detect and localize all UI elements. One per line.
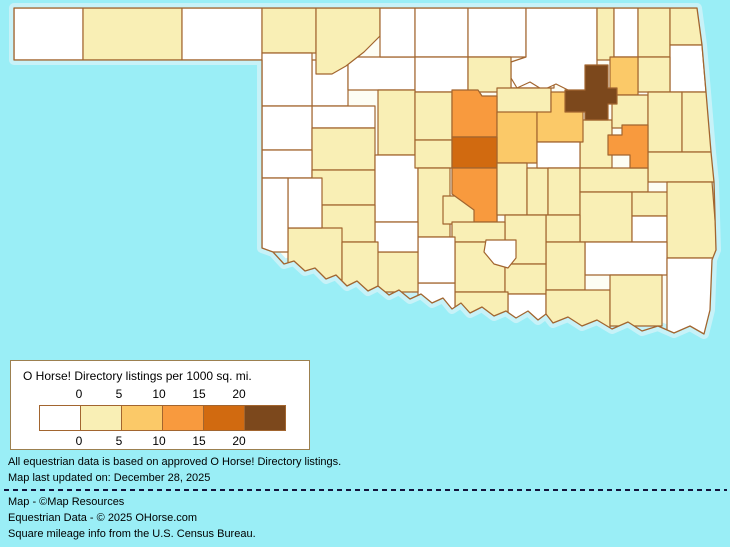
county-region	[607, 124, 649, 169]
county-region	[547, 167, 581, 216]
county-region	[451, 136, 498, 169]
county-region	[451, 89, 498, 138]
county-region	[261, 105, 313, 151]
legend-swatch	[39, 405, 81, 431]
county-region	[596, 8, 615, 61]
county-region	[647, 91, 683, 153]
county-region	[311, 105, 376, 129]
county-region	[545, 214, 581, 243]
county-region	[669, 44, 707, 93]
county-region	[374, 221, 419, 253]
legend-swatch	[203, 405, 245, 431]
legend-tick-label: 20	[232, 434, 246, 448]
county-region	[637, 8, 671, 58]
legend-swatch	[121, 405, 163, 431]
legend-swatch	[244, 405, 286, 431]
county-region	[579, 167, 649, 193]
county-region	[666, 181, 716, 259]
county-region	[347, 56, 416, 91]
county-region	[377, 89, 416, 156]
county-region	[467, 56, 512, 93]
county-region	[647, 151, 716, 183]
census-credit: Square mileage info from the U.S. Census…	[8, 528, 256, 540]
county-region	[526, 167, 549, 216]
county-region	[496, 111, 538, 164]
county-region	[261, 52, 313, 107]
last-updated-note: Map last updated on: December 28, 2025	[8, 472, 211, 484]
legend-tick-label: 15	[192, 387, 206, 401]
state-border-layer	[13, 7, 717, 335]
county-region	[417, 236, 456, 284]
legend-tick-label: 20	[232, 387, 246, 401]
legend-tick-label: 0	[75, 387, 83, 401]
county-region	[584, 241, 668, 276]
county-region	[637, 56, 671, 93]
county-region	[287, 177, 323, 229]
county-region	[504, 263, 547, 295]
legend-title: O Horse! Directory listings per 1000 sq.…	[23, 369, 252, 383]
county-region	[414, 91, 453, 141]
county-region	[631, 191, 671, 217]
county-region	[536, 141, 581, 169]
legend-swatch	[80, 405, 122, 431]
map-credit: Map - ©Map Resources	[8, 496, 125, 508]
county-region	[261, 149, 313, 179]
county-region	[631, 215, 668, 243]
legend-tick-label: 10	[152, 387, 166, 401]
county-region	[181, 8, 263, 61]
legend-tick-label: 15	[192, 434, 206, 448]
legend-colorbar	[39, 405, 286, 431]
county-region	[496, 87, 552, 114]
county-region	[414, 8, 469, 58]
county-region	[379, 8, 416, 58]
county-region	[451, 221, 506, 243]
county-region	[374, 251, 419, 293]
dashed-divider	[4, 489, 727, 491]
legend-tick-label: 10	[152, 434, 166, 448]
county-region	[261, 177, 289, 253]
county-region	[14, 8, 84, 61]
county-region	[545, 241, 586, 291]
county-region	[609, 274, 663, 327]
county-region	[261, 8, 317, 54]
legend-tick-label: 5	[115, 387, 123, 401]
oklahoma-choropleth-map	[9, 3, 721, 339]
county-region	[666, 257, 716, 334]
county-region	[613, 8, 639, 58]
county-region	[467, 8, 527, 58]
county-region	[414, 139, 453, 169]
map-legend: O Horse! Directory listings per 1000 sq.…	[10, 360, 310, 450]
equestrian-data-credit: Equestrian Data - © 2025 OHorse.com	[8, 512, 198, 524]
county-region	[311, 127, 376, 171]
county-region	[82, 8, 183, 61]
legend-ticks-top: 0 5 10 15 20	[39, 387, 285, 401]
county-region	[374, 154, 419, 223]
county-region	[564, 64, 618, 121]
legend-tick-label: 0	[75, 434, 83, 448]
legend-ticks-bottom: 0 5 10 15 20	[39, 434, 285, 448]
county-region	[483, 239, 517, 269]
county-region	[579, 191, 633, 243]
legend-swatch	[162, 405, 204, 431]
county-region	[579, 119, 613, 169]
data-disclaimer-note: All equestrian data is based on approved…	[8, 456, 342, 468]
legend-tick-label: 5	[115, 434, 123, 448]
county-region	[496, 162, 528, 216]
county-region	[414, 56, 469, 93]
